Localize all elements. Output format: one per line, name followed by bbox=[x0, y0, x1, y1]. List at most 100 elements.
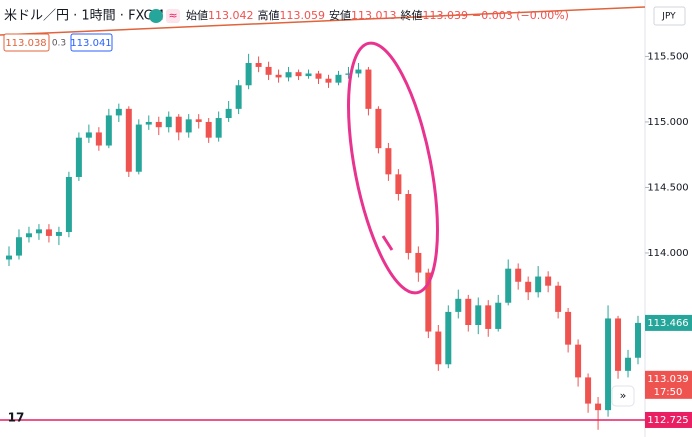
candle-body bbox=[455, 298, 462, 312]
candles bbox=[5, 53, 642, 430]
data-icon-glyph: ≈ bbox=[168, 9, 177, 22]
candle-body bbox=[235, 85, 242, 109]
candle-body bbox=[55, 231, 62, 236]
annotation-stroke bbox=[381, 235, 394, 251]
ohlc-label: 始値 bbox=[186, 8, 208, 22]
countdown: 17:50 bbox=[654, 387, 683, 398]
y-tick-label: 115.000 bbox=[647, 117, 688, 128]
grid: 115.500 115.000 114.500 114.000 bbox=[645, 51, 689, 259]
ohlc-legend: 始値113.042 高値113.059 安値113.013 終値113.039 −0.0… bbox=[186, 8, 569, 22]
ohlc-value: 113.039 bbox=[423, 9, 469, 22]
candle-body bbox=[305, 73, 312, 77]
candle-body bbox=[65, 176, 72, 232]
candle-body bbox=[205, 121, 212, 138]
candle-body bbox=[165, 116, 172, 128]
candle-body bbox=[365, 69, 372, 109]
price-label-box bbox=[645, 411, 692, 428]
price-label: 113.466 bbox=[647, 318, 688, 329]
candle-body bbox=[525, 281, 532, 293]
sell-button[interactable] bbox=[3, 33, 50, 52]
ohlc-label: 終値 bbox=[401, 9, 423, 22]
candle-body bbox=[105, 115, 112, 146]
price-labels: 113.466 113.039 17:50 112.725 bbox=[0, 314, 692, 428]
ohlc-label: 安値 bbox=[329, 9, 351, 22]
candle-body bbox=[625, 357, 632, 371]
candle-body bbox=[335, 74, 342, 83]
candle-body bbox=[485, 305, 492, 329]
candle-body bbox=[585, 377, 592, 404]
candle-body bbox=[295, 72, 302, 77]
candle-body bbox=[435, 331, 442, 365]
candle-body bbox=[465, 298, 472, 325]
price-label-box bbox=[645, 370, 692, 399]
candle-body bbox=[535, 276, 542, 293]
price-label: 112.725 bbox=[647, 415, 688, 426]
buy-button[interactable] bbox=[70, 33, 113, 52]
ohlc-value: 113.042 bbox=[208, 9, 254, 22]
candle-body bbox=[175, 116, 182, 133]
candle-body bbox=[325, 78, 332, 83]
candle-body bbox=[395, 174, 402, 195]
candle-body bbox=[225, 108, 232, 119]
candle-body bbox=[75, 137, 82, 177]
annotation-ellipse bbox=[347, 41, 439, 295]
spread: 0.3 bbox=[52, 39, 66, 49]
trend-line bbox=[0, 6, 646, 36]
ohlc-value: 113.059 bbox=[280, 9, 326, 22]
candle-body bbox=[635, 322, 642, 358]
candle-body bbox=[145, 121, 152, 125]
candle-body bbox=[595, 403, 602, 411]
currency: JPY bbox=[661, 12, 676, 22]
candle-body bbox=[85, 132, 92, 138]
price-label-box bbox=[645, 314, 692, 331]
candle-body bbox=[195, 119, 202, 122]
scroll-glyph: » bbox=[620, 389, 627, 402]
candle-body bbox=[135, 124, 142, 172]
price-label: 113.039 bbox=[647, 374, 688, 385]
currency-button[interactable] bbox=[653, 6, 686, 26]
symbol-title: 米ドル／円 · 1時間 · FXCM bbox=[4, 9, 164, 24]
scroll-button[interactable] bbox=[611, 385, 635, 407]
ohlc-value: 113.013 bbox=[351, 9, 397, 22]
candle-body bbox=[45, 229, 52, 236]
candle-body bbox=[505, 268, 512, 303]
candle-body bbox=[245, 63, 252, 86]
candle-body bbox=[255, 63, 262, 67]
candle-body bbox=[5, 255, 12, 260]
candle-body bbox=[375, 108, 382, 149]
candle-body bbox=[15, 237, 22, 256]
y-tick-label: 115.500 bbox=[647, 51, 688, 62]
data-icon[interactable] bbox=[166, 9, 180, 23]
candle-body bbox=[355, 69, 362, 74]
candle-body bbox=[155, 121, 162, 128]
candle-body bbox=[475, 305, 482, 325]
ohlc-change: −0.003 (−0.00%) bbox=[472, 9, 569, 22]
candle-body bbox=[405, 194, 412, 253]
status-icon[interactable] bbox=[149, 9, 163, 23]
candle-body bbox=[95, 132, 102, 146]
candle-body bbox=[615, 318, 622, 371]
candle-body bbox=[495, 302, 502, 329]
candle-body bbox=[265, 66, 272, 75]
candle-body bbox=[185, 119, 192, 133]
candle-body bbox=[605, 318, 612, 411]
candle-body bbox=[425, 272, 432, 332]
candle-body bbox=[415, 252, 422, 273]
candle-body bbox=[25, 233, 32, 238]
candle-body bbox=[445, 311, 452, 365]
candle-body bbox=[515, 268, 522, 282]
candle-body bbox=[285, 72, 292, 78]
candle-body bbox=[385, 148, 392, 175]
y-tick-label: 114.000 bbox=[647, 248, 688, 259]
candle-body bbox=[315, 73, 322, 79]
candle-body bbox=[35, 229, 42, 234]
buy-price: 113.041 bbox=[70, 38, 111, 49]
candle-body bbox=[215, 118, 222, 138]
candle-body bbox=[275, 74, 282, 78]
candle-body bbox=[345, 73, 352, 75]
y-tick-label: 114.500 bbox=[647, 182, 688, 193]
candle-body bbox=[545, 276, 552, 286]
sell-price: 113.038 bbox=[5, 38, 46, 49]
